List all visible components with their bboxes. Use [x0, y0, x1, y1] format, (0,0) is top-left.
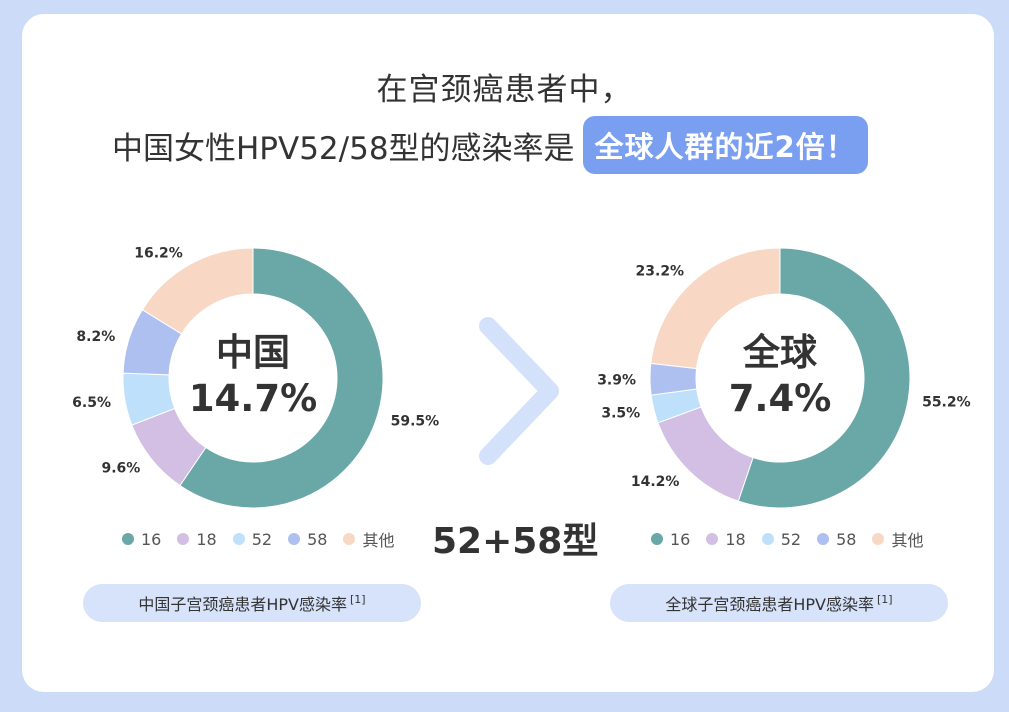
- legend-label: 16: [670, 529, 691, 549]
- legend-item-other: 其他: [343, 527, 394, 551]
- global-52-58-rate: 7.4%: [728, 377, 832, 420]
- slice-label-16: 55.2%: [922, 394, 971, 410]
- china-52-58-rate: 14.7%: [188, 377, 318, 420]
- slice-other: [141, 247, 254, 335]
- legend-label: 52: [780, 529, 802, 549]
- title-line-2: 中国女性HPV52/58型的感染率是 全球人群的近2倍！: [112, 114, 868, 176]
- title-text: 中国女性HPV52/58型的感染率是: [112, 130, 575, 167]
- greater-than-arrow-icon: [479, 317, 559, 465]
- legend-dot: [343, 533, 356, 545]
- legend-item-52: 52: [761, 529, 802, 549]
- slice-other: [650, 247, 781, 370]
- slice-label-other: 23.2%: [636, 264, 685, 280]
- slice-label-16: 59.5%: [391, 413, 440, 429]
- legend-dot: [706, 533, 719, 545]
- global-donut-chart: 55.2% 14.2% 3.5% 3.9% 23.2%: [597, 247, 971, 509]
- global-legend: 16 18 52 58 其他: [651, 527, 923, 551]
- legend-label: 其他: [891, 531, 924, 550]
- legend-label: 16: [141, 529, 162, 549]
- legend-item-16: 16: [651, 530, 690, 549]
- legend-dot: [651, 533, 663, 545]
- legend-item-other: 其他: [872, 527, 923, 551]
- slice-label-58: 8.2%: [76, 329, 115, 345]
- china-caption: 中国子宫颈癌患者HPV感染率: [138, 595, 348, 614]
- china-center-label: 中国 14.7%: [173, 330, 333, 422]
- slice-label-52: 6.5%: [72, 395, 111, 411]
- global-caption-pill: 全球子宫颈癌患者HPV感染率 [1]: [610, 584, 948, 622]
- legend-dot: [761, 533, 774, 545]
- legend-dot: [177, 533, 190, 545]
- slice-label-52: 3.5%: [601, 405, 640, 421]
- legend-label: 18: [725, 529, 746, 549]
- legend-dot: [817, 533, 830, 545]
- china-region-name: 中国: [216, 331, 290, 374]
- slice-label-18: 14.2%: [631, 474, 680, 490]
- china-caption-pill: 中国子宫颈癌患者HPV感染率 [1]: [83, 584, 421, 622]
- legend-dot: [232, 533, 245, 545]
- legend-label: 58: [307, 529, 328, 549]
- slice-16: [179, 247, 384, 509]
- legend-item-58: 58: [817, 530, 856, 549]
- legend-label: 58: [836, 529, 857, 549]
- china-donut-chart: 59.5% 9.6% 6.5% 8.2% 16.2%: [72, 245, 439, 509]
- legend-label: 18: [196, 529, 217, 549]
- legend-dot: [872, 533, 885, 545]
- legend-label: 其他: [362, 531, 395, 550]
- slice-label-other: 16.2%: [134, 245, 183, 261]
- slice-16: [737, 247, 911, 509]
- legend-item-18: 18: [706, 529, 746, 549]
- legend-item-16: 16: [122, 530, 161, 549]
- global-region-name: 全球: [743, 331, 817, 374]
- legend-label: 52: [251, 529, 273, 549]
- legend-item-52: 52: [232, 529, 273, 549]
- legend-dot: [288, 533, 301, 545]
- legend-dot: [122, 533, 134, 545]
- legend-item-58: 58: [288, 530, 327, 549]
- legend-item-18: 18: [177, 529, 217, 549]
- global-caption: 全球子宫颈癌患者HPV感染率: [665, 595, 875, 614]
- global-center-label: 全球 7.4%: [700, 330, 860, 422]
- china-caption-ref: [1]: [350, 592, 366, 606]
- china-legend: 16 18 52 58 其他: [122, 527, 394, 551]
- global-caption-ref: [1]: [877, 592, 893, 606]
- slice-label-18: 9.6%: [102, 461, 141, 477]
- title-line-1: 在宫颈癌患者中，: [376, 72, 633, 108]
- comparison-label: 52+58型: [432, 521, 599, 562]
- slice-label-58: 3.9%: [597, 372, 636, 388]
- title-highlight-badge: 全球人群的近2倍！: [582, 116, 868, 174]
